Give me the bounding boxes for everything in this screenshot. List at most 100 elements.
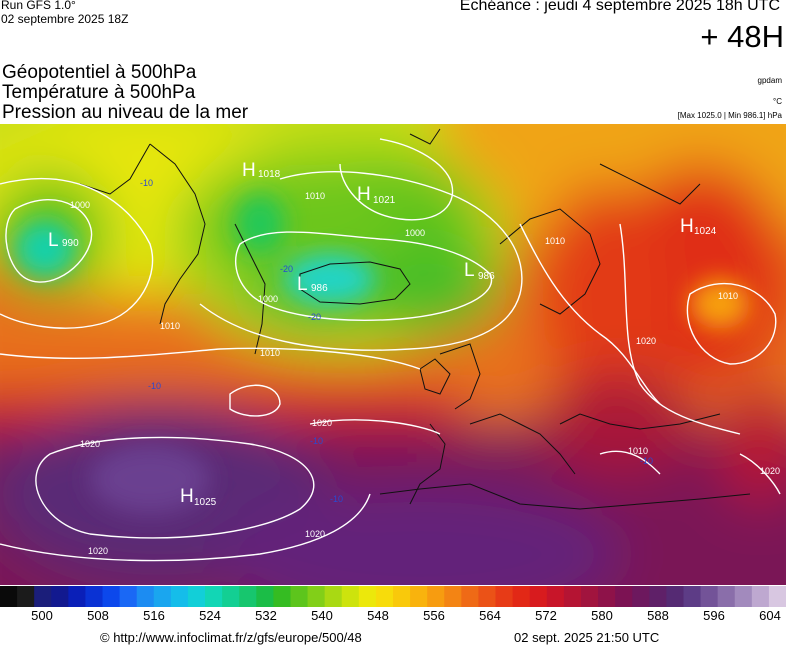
temperature-field	[0, 124, 786, 585]
map-svg: 1000 1010 1000 1010 1010 1020 1020 1020 …	[0, 124, 786, 585]
isobar-label: 1020	[88, 546, 108, 556]
color-swatch	[700, 586, 719, 607]
color-swatch	[717, 586, 736, 607]
isobar-label: 1020	[80, 439, 100, 449]
color-swatch	[649, 586, 667, 607]
color-swatch	[563, 586, 582, 607]
color-swatch	[666, 586, 685, 607]
isobar-labels: 1000 1010 1000 1010 1010 1020 1020 1020 …	[70, 191, 780, 556]
isobar-label: 1000	[258, 294, 278, 304]
pressure-center-value: 986	[311, 283, 328, 294]
unit-gpdam: gpdam	[757, 76, 782, 85]
pressure-center-value: 1025	[194, 497, 217, 508]
color-scale-tick: 596	[703, 608, 725, 623]
color-swatch	[256, 586, 274, 607]
color-swatch	[683, 586, 702, 607]
color-swatch	[239, 586, 257, 607]
color-scale-tick: 500	[31, 608, 53, 623]
color-scale-tick: 604	[759, 608, 781, 623]
color-scale-tick: 548	[367, 608, 389, 623]
color-scale-tick: 532	[255, 608, 277, 623]
isobar-label: 1000	[70, 200, 90, 210]
color-swatch	[512, 586, 531, 607]
color-swatch	[273, 586, 292, 607]
isobar-label: 1020	[305, 529, 325, 539]
isobar-label: 1010	[545, 236, 565, 246]
color-scale-tick: 588	[647, 608, 669, 623]
pressure-range: [Max 1025.0 | Min 986.1] hPa	[677, 111, 782, 120]
isobar-label: 1020	[312, 418, 332, 428]
temperature-label: -20	[280, 264, 293, 274]
color-swatch	[85, 586, 104, 607]
run-date: 02 septembre 2025 18Z	[1, 12, 129, 26]
color-scale-tick: 516	[143, 608, 165, 623]
color-swatch	[153, 586, 172, 607]
color-swatch	[187, 586, 206, 607]
pressure-center-type: L	[48, 230, 59, 251]
isobar-label: 1010	[628, 446, 648, 456]
isobar-label: 1010	[305, 191, 325, 201]
layer-pressure: Pression au niveau de la mer	[2, 102, 249, 123]
color-swatch	[427, 586, 445, 607]
pressure-center-value: 990	[62, 238, 79, 249]
color-swatch	[598, 586, 616, 607]
color-swatch	[495, 586, 514, 607]
color-swatch	[461, 586, 480, 607]
color-swatch	[393, 586, 411, 607]
unit-celsius: °C	[773, 97, 782, 106]
color-swatch	[307, 586, 326, 607]
pressure-center-value: 986	[478, 271, 495, 282]
color-scale-tick: 572	[535, 608, 557, 623]
color-swatch	[68, 586, 87, 607]
temperature-label: -10	[140, 178, 153, 188]
color-scale	[0, 586, 786, 607]
temperature-label: -10	[148, 381, 161, 391]
isobar-label: 1020	[760, 466, 780, 476]
color-swatch	[478, 586, 497, 607]
color-swatch	[768, 586, 786, 607]
source-url: © http://www.infoclimat.fr/z/gfs/europe/…	[100, 630, 362, 645]
valid-time: Echéance : jeudi 4 septembre 2025 18h UT…	[459, 0, 780, 14]
weather-map: 1000 1010 1000 1010 1010 1020 1020 1020 …	[0, 124, 786, 585]
pressure-centers: H 1018 H 1021 L 990 L 986 L 986 H 1024 H…	[48, 160, 717, 508]
color-swatch	[51, 586, 69, 607]
isobars	[0, 138, 781, 562]
color-swatch	[136, 586, 155, 607]
color-swatch	[324, 586, 343, 607]
run-label: Run GFS 1.0°	[1, 0, 76, 12]
color-swatch	[546, 586, 565, 607]
color-swatch	[734, 586, 753, 607]
color-swatch	[615, 586, 633, 607]
color-scale-tick: 564	[479, 608, 501, 623]
color-swatch	[0, 586, 18, 607]
pressure-center-type: H	[680, 216, 694, 237]
color-swatch	[375, 586, 394, 607]
color-swatch	[580, 586, 599, 607]
color-swatch	[444, 586, 462, 607]
color-scale-tick: 556	[423, 608, 445, 623]
temperature-label: -10	[330, 494, 343, 504]
temperature-labels: -10 -20 -20 -10 -10 -10 -10	[140, 178, 653, 504]
pressure-center-type: L	[464, 260, 475, 281]
color-swatch	[632, 586, 650, 607]
temperature-label: -10	[640, 456, 653, 466]
pressure-center-value: 1018	[258, 169, 281, 180]
isobar-label: 1010	[260, 348, 280, 358]
temperature-label: -10	[310, 436, 323, 446]
pressure-center-type: H	[180, 486, 194, 507]
color-swatch	[222, 586, 240, 607]
isobar-label: 1020	[636, 336, 656, 346]
color-swatch	[170, 586, 189, 607]
coastlines	[79, 128, 751, 510]
pressure-center-value: 1024	[694, 226, 717, 237]
color-swatch	[358, 586, 377, 607]
isobar-label: 1010	[718, 291, 738, 301]
isobar-label: 1010	[160, 321, 180, 331]
temperature-cores	[15, 194, 750, 514]
color-swatch	[341, 586, 360, 607]
color-scale-tick: 580	[591, 608, 613, 623]
color-scale-tick: 508	[87, 608, 109, 623]
color-scale-tick: 524	[199, 608, 221, 623]
color-swatch	[119, 586, 138, 607]
color-swatch	[751, 586, 770, 607]
